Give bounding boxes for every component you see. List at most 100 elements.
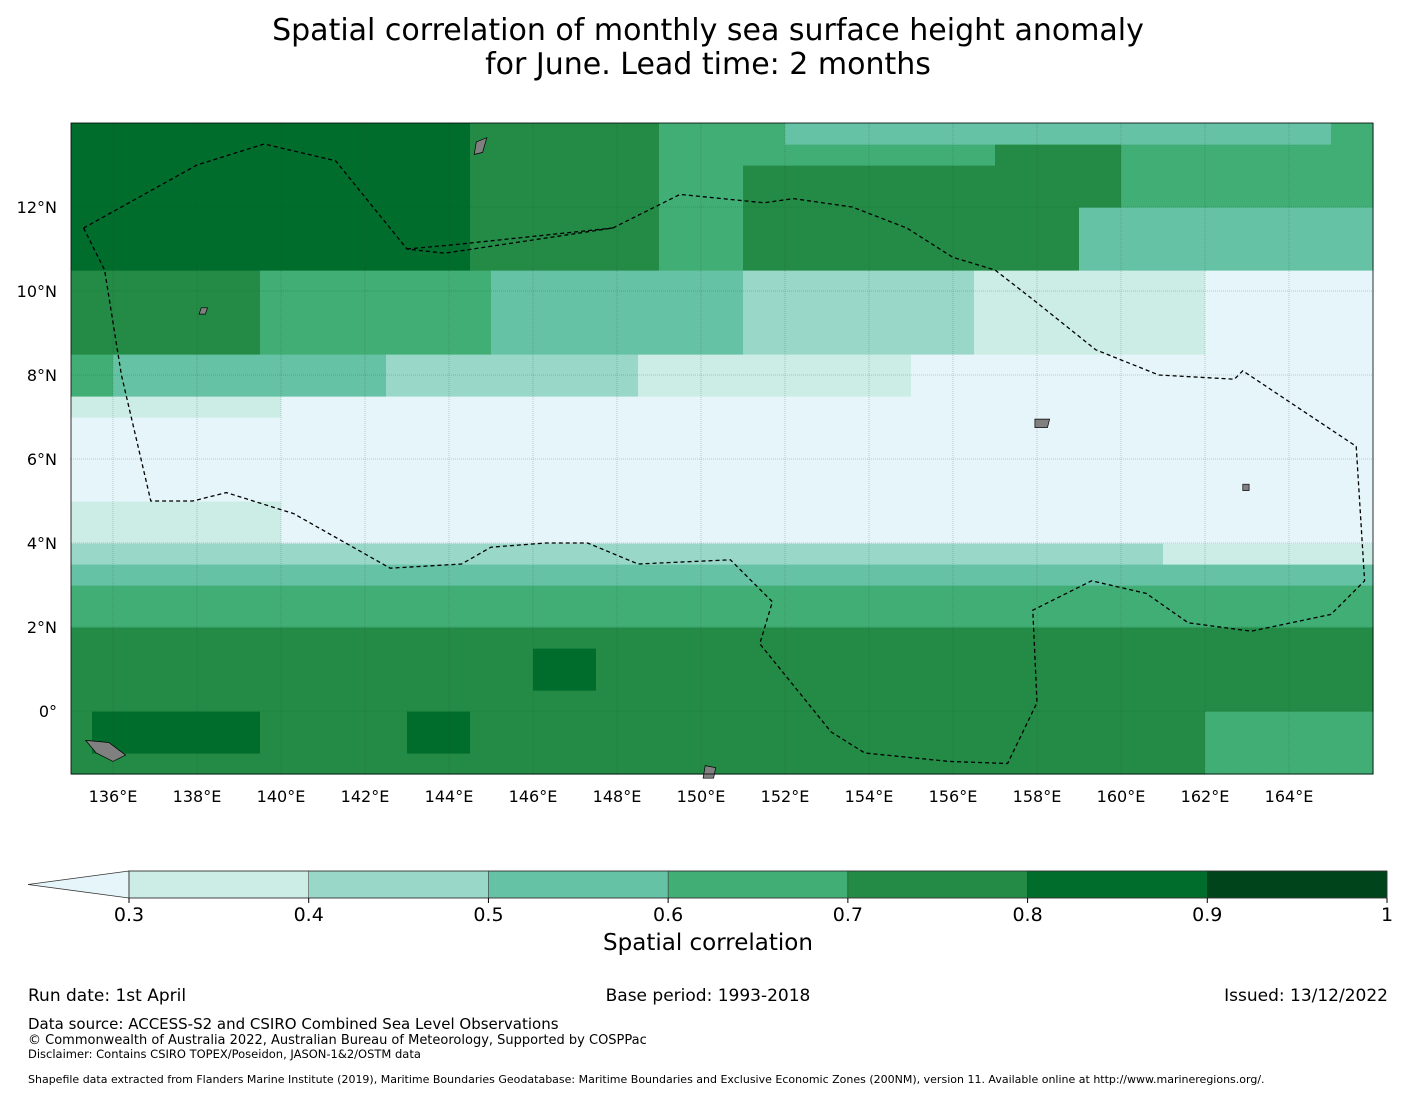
- heatmap-cell: [869, 732, 891, 754]
- heatmap-cell: [386, 186, 408, 208]
- heatmap-cell: [428, 522, 450, 544]
- heatmap-cell: [995, 711, 1017, 733]
- heatmap-cell: [974, 585, 996, 607]
- heatmap-cell: [344, 480, 366, 502]
- heatmap-cell: [743, 249, 765, 271]
- heatmap-cell: [134, 543, 156, 565]
- heatmap-cell: [470, 732, 492, 754]
- heatmap-cell: [974, 249, 996, 271]
- heatmap-cell: [1289, 669, 1311, 691]
- heatmap-cell: [701, 669, 723, 691]
- heatmap-cell: [1079, 438, 1101, 460]
- heatmap-cell: [953, 186, 975, 208]
- heatmap-cell: [596, 585, 618, 607]
- heatmap-cell: [1268, 564, 1290, 586]
- colorbar-tick-label: 0.9: [1192, 904, 1222, 926]
- heatmap-cell: [743, 606, 765, 628]
- eez-boundary: [83, 143, 1366, 765]
- heatmap-cell: [176, 690, 198, 712]
- heatmap-cell: [596, 606, 618, 628]
- heatmap-cell: [134, 564, 156, 586]
- heatmap-cell: [407, 312, 429, 334]
- heatmap-cell: [1289, 312, 1311, 334]
- heatmap-cell: [1247, 459, 1269, 481]
- heatmap-cell: [365, 606, 387, 628]
- heatmap-cell: [1079, 543, 1101, 565]
- heatmap-cell: [155, 459, 177, 481]
- heatmap-cell: [470, 438, 492, 460]
- heatmap-cell: [848, 228, 870, 250]
- heatmap-cell: [386, 417, 408, 439]
- heatmap-cell: [890, 543, 912, 565]
- heatmap-cell: [1331, 522, 1353, 544]
- heatmap-cell: [71, 648, 93, 670]
- heatmap-cell: [197, 564, 219, 586]
- heatmap-cell: [974, 606, 996, 628]
- heatmap-cell: [575, 627, 597, 649]
- heatmap-cell: [302, 123, 324, 145]
- heatmap-cell: [239, 753, 261, 775]
- heatmap-cell: [386, 291, 408, 313]
- colorbar-under-triangle: [27, 870, 130, 899]
- heatmap-cell: [134, 690, 156, 712]
- land-masses: [84, 137, 1250, 779]
- heatmap-cell: [638, 438, 660, 460]
- heatmap-cell: [659, 207, 681, 229]
- heatmap-cell: [155, 480, 177, 502]
- heatmap-cell: [1205, 270, 1227, 292]
- heatmap-cell: [722, 186, 744, 208]
- heatmap-cell: [995, 627, 1017, 649]
- heatmap-cell: [302, 648, 324, 670]
- heatmap-cell: [386, 564, 408, 586]
- colorbar-tick-label: 0.7: [833, 904, 863, 926]
- heatmap-cell: [659, 480, 681, 502]
- heatmap-cell: [638, 459, 660, 481]
- heatmap-cell: [1226, 144, 1248, 166]
- heatmap-cell: [617, 207, 639, 229]
- heatmap-cell: [638, 270, 660, 292]
- heatmap-cell: [890, 459, 912, 481]
- heatmap-cell: [1163, 249, 1185, 271]
- heatmap-cell: [407, 438, 429, 460]
- heatmap-cell: [1163, 669, 1185, 691]
- heatmap-cell: [155, 501, 177, 523]
- heatmap-cell: [533, 648, 555, 670]
- heatmap-cell: [1142, 711, 1164, 733]
- heatmap-cell: [1352, 270, 1374, 292]
- shapefile-credit: Shapefile data extracted from Flanders M…: [28, 1073, 1265, 1086]
- heatmap-cell: [155, 396, 177, 418]
- heatmap-cell: [1352, 375, 1374, 397]
- heatmap-cell: [974, 669, 996, 691]
- heatmap-cell: [134, 249, 156, 271]
- heatmap-cell: [197, 522, 219, 544]
- colorbar-ticks: 0.3 0.4 0.5 0.6 0.7 0.8 0.9 1: [114, 898, 1393, 926]
- heatmap-cell: [701, 480, 723, 502]
- heatmap-cell: [113, 396, 135, 418]
- heatmap-cell: [533, 480, 555, 502]
- heatmap-cell: [869, 459, 891, 481]
- heatmap-cell: [911, 165, 933, 187]
- heatmap-cell: [260, 564, 282, 586]
- heatmap-cell: [1310, 417, 1332, 439]
- heatmap-cell: [638, 396, 660, 418]
- heatmap-cell: [197, 690, 219, 712]
- heatmap-cell: [638, 186, 660, 208]
- heatmap-cell: [1016, 606, 1038, 628]
- heatmap-cell: [1037, 459, 1059, 481]
- heatmap-cell: [722, 585, 744, 607]
- heatmap-cell: [953, 648, 975, 670]
- heatmap-cell: [113, 186, 135, 208]
- heatmap-cell: [491, 690, 513, 712]
- heatmap-cell: [302, 585, 324, 607]
- heatmap-cell: [323, 417, 345, 439]
- heatmap-cell: [890, 144, 912, 166]
- heatmap-cell: [575, 732, 597, 754]
- heatmap-cell: [1310, 186, 1332, 208]
- heatmap-cell: [848, 732, 870, 754]
- heatmap-cell: [722, 753, 744, 775]
- heatmap-cell: [113, 585, 135, 607]
- heatmap-cell: [1100, 606, 1122, 628]
- heatmap-cell: [659, 312, 681, 334]
- heatmap-cell: [1331, 354, 1353, 376]
- heatmap-cell: [596, 564, 618, 586]
